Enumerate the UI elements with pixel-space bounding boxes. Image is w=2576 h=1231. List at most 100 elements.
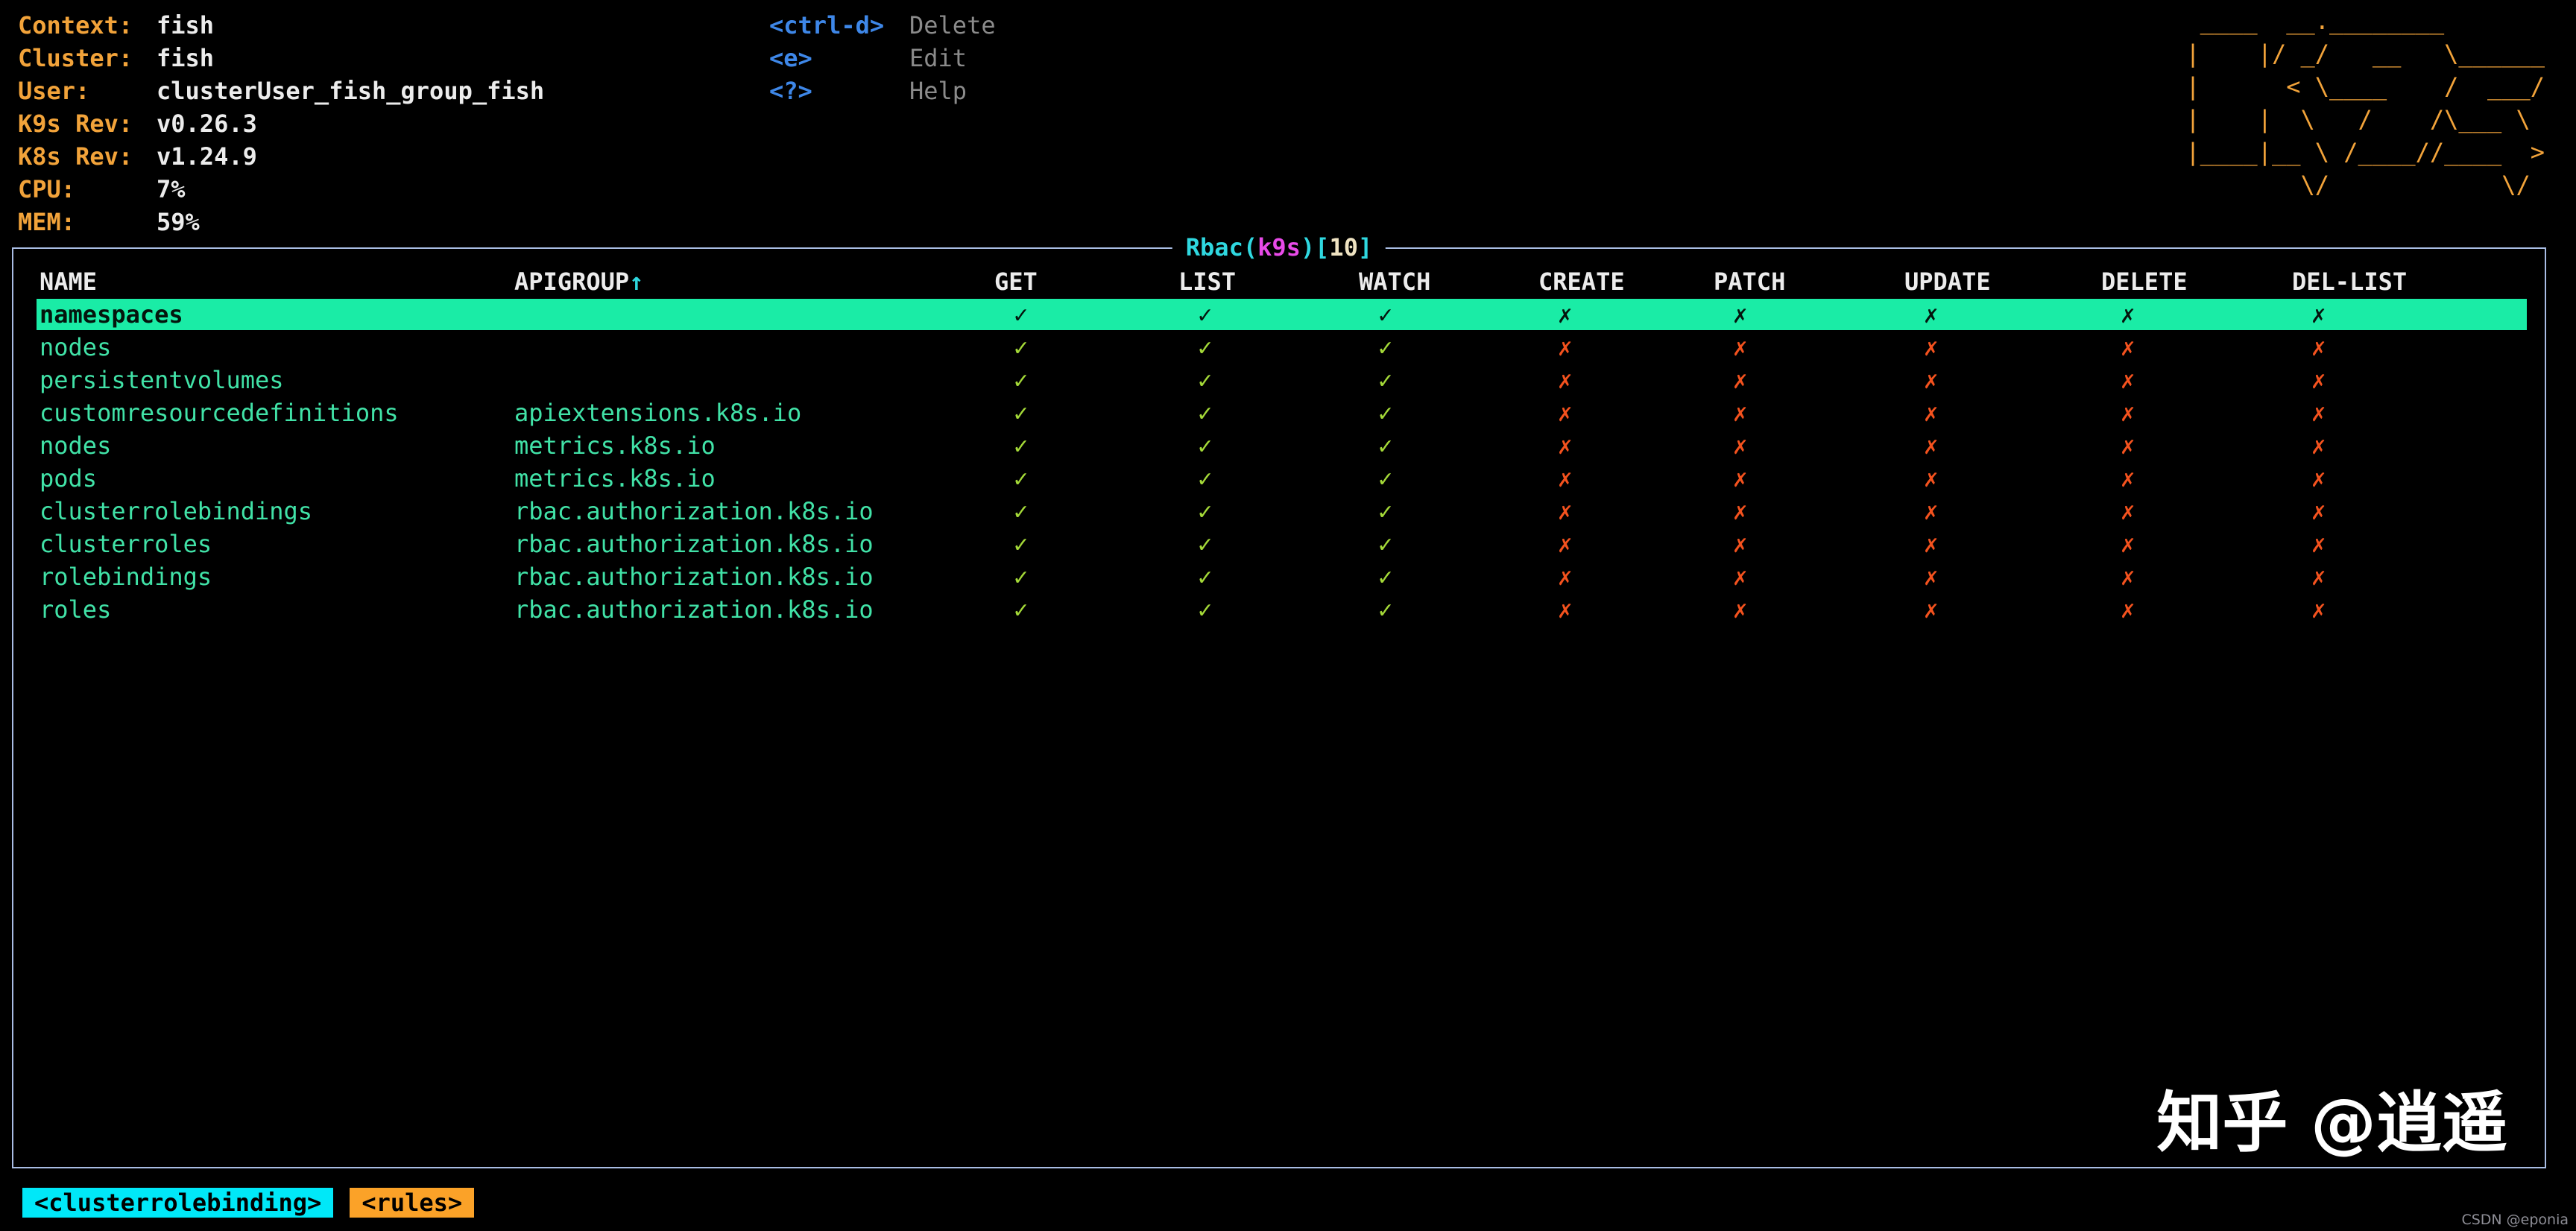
cell-apigroup: metrics.k8s.io bbox=[514, 464, 716, 493]
watermark-csdn: CSDN @eponia bbox=[2461, 1212, 2569, 1228]
column-header-name[interactable]: NAME bbox=[13, 265, 514, 298]
cell-apigroup: apiextensions.k8s.io bbox=[514, 399, 802, 427]
table-row[interactable]: clusterrolebindings rbac.authorization.k8… bbox=[13, 495, 2545, 528]
permission-denied-mark: ✗ bbox=[1733, 431, 1748, 460]
breadcrumb-view[interactable]: <rules> bbox=[350, 1188, 475, 1218]
permission-denied-mark: ✗ bbox=[2121, 530, 2135, 558]
cell-permission: ✗ bbox=[1538, 396, 1714, 429]
cell-permission: ✓ bbox=[994, 593, 1178, 626]
cell-permission: ✗ bbox=[2292, 396, 2545, 429]
table-title-part: Rbac bbox=[1185, 233, 1243, 262]
permission-denied-mark: ✗ bbox=[2311, 333, 2326, 361]
permission-granted-mark: ✓ bbox=[1014, 366, 1029, 394]
table-row[interactable]: customresourcedefinitions apiextensions.k… bbox=[13, 396, 2545, 429]
cell-name: clusterroles bbox=[40, 530, 212, 558]
cell-permission: ✓ bbox=[1178, 429, 1359, 462]
permission-denied-mark: ✗ bbox=[2311, 300, 2326, 329]
column-header-delete[interactable]: DELETE bbox=[2101, 265, 2292, 298]
table-row[interactable]: nodes metrics.k8s.io ✓ ✓ ✓ ✗ ✗ ✗ ✗ ✗ bbox=[13, 429, 2545, 462]
permission-denied-mark: ✗ bbox=[2121, 563, 2135, 591]
table-row[interactable]: nodes ✓ ✓ ✓ ✗ ✗ ✗ ✗ ✗ bbox=[13, 331, 2545, 364]
cluster-info-label: Cluster: bbox=[18, 44, 133, 72]
permission-denied-mark: ✗ bbox=[1558, 366, 1573, 394]
cell-permission: ✓ bbox=[1359, 462, 1538, 495]
cell-permission: ✗ bbox=[1714, 298, 1904, 331]
table-row[interactable]: pods metrics.k8s.io ✓ ✓ ✓ ✗ ✗ ✗ ✗ ✗ bbox=[13, 462, 2545, 495]
cell-name: customresourcedefinitions bbox=[40, 399, 399, 427]
column-header-patch[interactable]: PATCH bbox=[1714, 265, 1904, 298]
cell-permission: ✗ bbox=[2101, 528, 2292, 560]
breadcrumb-resource[interactable]: <clusterrolebinding> bbox=[22, 1188, 334, 1218]
permission-granted-mark: ✓ bbox=[1198, 333, 1213, 361]
table-row[interactable]: roles rbac.authorization.k8s.io ✓ ✓ ✓ ✗ ✗ ✗ ✗ ✗ bbox=[13, 593, 2545, 626]
cell-permission: ✗ bbox=[2101, 495, 2292, 528]
column-header-watch[interactable]: WATCH bbox=[1359, 265, 1538, 298]
cell-permission: ✗ bbox=[2101, 429, 2292, 462]
cell-apigroup bbox=[514, 331, 994, 364]
table-row[interactable]: rolebindings rbac.authorization.k8s.io ✓ ✓ ✓… bbox=[13, 560, 2545, 593]
permission-denied-mark: ✗ bbox=[1733, 563, 1748, 591]
cell-permission: ✓ bbox=[994, 396, 1178, 429]
permission-denied-mark: ✗ bbox=[2121, 333, 2135, 361]
hotkey-key: <ctrl-d> bbox=[769, 11, 885, 39]
cell-permission: ✓ bbox=[1359, 429, 1538, 462]
permission-denied-mark: ✗ bbox=[2121, 464, 2135, 493]
permission-granted-mark: ✓ bbox=[1378, 497, 1393, 525]
permission-granted-mark: ✓ bbox=[1014, 563, 1029, 591]
cell-permission: ✗ bbox=[1904, 298, 2101, 331]
permission-denied-mark: ✗ bbox=[1733, 399, 1748, 427]
permission-denied-mark: ✗ bbox=[1558, 595, 1573, 624]
permission-denied-mark: ✗ bbox=[2311, 563, 2326, 591]
cell-permission: ✗ bbox=[1904, 560, 2101, 593]
permission-granted-mark: ✓ bbox=[1198, 431, 1213, 460]
table-title: Rbac(k9s)[10] bbox=[1172, 230, 1386, 265]
table-row[interactable]: clusterroles rbac.authorization.k8s.io ✓ ✓ ✓… bbox=[13, 528, 2545, 560]
cell-permission: ✗ bbox=[1904, 528, 2101, 560]
column-header-get[interactable]: GET bbox=[994, 265, 1178, 298]
column-header-label: NAME bbox=[40, 268, 98, 296]
permission-denied-mark: ✗ bbox=[2311, 399, 2326, 427]
permission-granted-mark: ✓ bbox=[1378, 366, 1393, 394]
permission-denied-mark: ✗ bbox=[1733, 497, 1748, 525]
cell-permission: ✓ bbox=[1178, 364, 1359, 396]
cell-permission: ✗ bbox=[1904, 364, 2101, 396]
permission-denied-mark: ✗ bbox=[2121, 399, 2135, 427]
column-header-create[interactable]: CREATE bbox=[1538, 265, 1714, 298]
rbac-table-frame: Rbac(k9s)[10] NAME APIGROUP↑ GET LIST WATCH C… bbox=[12, 230, 2546, 1168]
column-header-list[interactable]: LIST bbox=[1178, 265, 1359, 298]
cell-permission: ✗ bbox=[2292, 364, 2545, 396]
cell-permission: ✓ bbox=[1359, 593, 1538, 626]
permission-granted-mark: ✓ bbox=[1014, 530, 1029, 558]
cell-permission: ✗ bbox=[1714, 560, 1904, 593]
cell-permission: ✗ bbox=[1904, 593, 2101, 626]
cell-permission: ✓ bbox=[1178, 560, 1359, 593]
cell-permission: ✗ bbox=[1714, 331, 1904, 364]
column-header-apigroup[interactable]: APIGROUP↑ bbox=[514, 265, 994, 298]
permission-denied-mark: ✗ bbox=[1733, 464, 1748, 493]
cell-permission: ✓ bbox=[994, 528, 1178, 560]
permission-granted-mark: ✓ bbox=[1014, 333, 1029, 361]
cell-permission: ✗ bbox=[2292, 429, 2545, 462]
cell-name: rolebindings bbox=[40, 563, 212, 591]
permission-granted-mark: ✓ bbox=[1014, 300, 1029, 329]
cell-permission: ✓ bbox=[1178, 528, 1359, 560]
cell-permission: ✗ bbox=[2292, 331, 2545, 364]
cell-apigroup: rbac.authorization.k8s.io bbox=[514, 563, 874, 591]
column-header-update[interactable]: UPDATE bbox=[1904, 265, 2101, 298]
permission-denied-mark: ✗ bbox=[2121, 431, 2135, 460]
hotkey-row: <?> Help bbox=[769, 75, 996, 107]
table-row[interactable]: namespaces ✓ ✓ ✓ ✗ ✗ ✗ ✗ ✗ bbox=[13, 298, 2545, 331]
table-row[interactable]: persistentvolumes ✓ ✓ ✓ ✗ ✗ ✗ ✗ ✗ bbox=[13, 364, 2545, 396]
cell-permission: ✗ bbox=[1714, 396, 1904, 429]
cell-permission: ✓ bbox=[994, 331, 1178, 364]
cluster-info-row: Context: fish bbox=[18, 9, 544, 42]
permission-denied-mark: ✗ bbox=[2311, 366, 2326, 394]
permission-denied-mark: ✗ bbox=[1924, 366, 1939, 394]
table-title-part: ( bbox=[1243, 233, 1258, 262]
column-header-del-list[interactable]: DEL-LIST bbox=[2292, 265, 2545, 298]
cluster-info-row: User: clusterUser_fish_group_fish bbox=[18, 75, 544, 107]
breadcrumb-bar: <clusterrolebinding> <rules> bbox=[22, 1188, 490, 1218]
cell-permission: ✓ bbox=[1178, 495, 1359, 528]
cluster-info-row: CPU: 7% bbox=[18, 173, 544, 206]
